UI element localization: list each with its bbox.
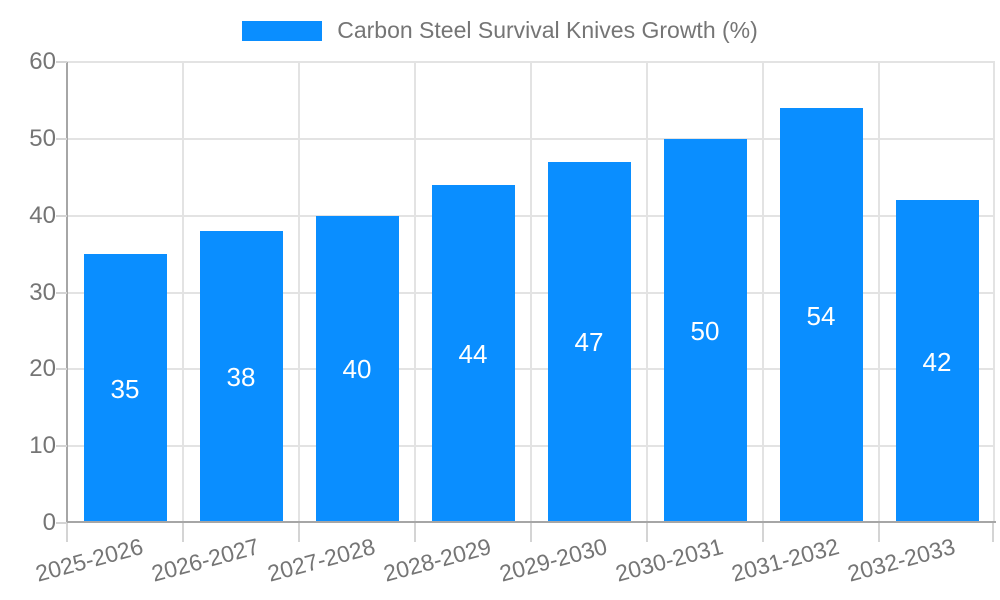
x-tick-label: 2025-2026: [32, 533, 146, 587]
x-tick-mark: [992, 523, 994, 542]
x-axis-line: [66, 521, 996, 523]
y-tick-label: 30: [29, 278, 56, 306]
bar[interactable]: 40: [315, 215, 399, 523]
legend-label: Carbon Steel Survival Knives Growth (%): [337, 17, 758, 43]
v-gridline: [182, 62, 184, 523]
bar[interactable]: 50: [663, 138, 747, 523]
y-tick-label: 50: [29, 124, 56, 152]
x-tick-label: 2032-2033: [844, 533, 958, 587]
x-tick-label: 2029-2030: [496, 533, 610, 587]
bar-value-label: 38: [226, 362, 256, 393]
legend[interactable]: Carbon Steel Survival Knives Growth (%): [0, 17, 1000, 44]
x-tick-mark: [878, 523, 880, 542]
y-tick-mark: [56, 368, 67, 371]
x-tick-label: 2026-2027: [148, 533, 262, 587]
bar-value-label: 40: [342, 354, 372, 385]
x-tick-label: 2028-2029: [380, 533, 494, 587]
y-tick-label: 60: [29, 48, 56, 75]
bar[interactable]: 47: [547, 161, 631, 523]
bar[interactable]: 38: [199, 231, 283, 523]
x-tick-mark: [646, 523, 648, 542]
plot-area: 35 38 40 44 47 50 54 42: [67, 61, 995, 523]
bar[interactable]: 42: [895, 200, 979, 523]
x-tick-mark: [66, 523, 68, 542]
y-tick-mark: [56, 214, 67, 217]
v-gridline: [762, 62, 764, 523]
bar[interactable]: 44: [431, 184, 515, 523]
x-tick-mark: [762, 523, 764, 542]
bar-value-label: 42: [922, 346, 952, 377]
y-tick-label: 0: [42, 509, 56, 536]
bar-value-label: 54: [806, 300, 836, 331]
legend-swatch: [242, 20, 323, 41]
v-gridline: [993, 62, 995, 523]
y-tick-label: 40: [29, 201, 56, 229]
v-gridline: [414, 62, 416, 523]
y-tick-mark: [56, 291, 67, 294]
bar-value-label: 35: [110, 373, 140, 404]
x-tick-mark: [414, 523, 416, 542]
x-tick-label: 2031-2032: [728, 533, 842, 587]
bar-value-label: 44: [458, 338, 488, 369]
y-tick-mark: [56, 522, 67, 524]
v-gridline: [646, 62, 648, 523]
bar[interactable]: 54: [779, 108, 863, 523]
v-gridline: [878, 62, 880, 523]
y-tick-mark: [56, 445, 67, 448]
x-tick-mark: [298, 523, 300, 542]
bar-value-label: 47: [574, 327, 604, 358]
v-gridline: [298, 62, 300, 523]
v-gridline: [530, 62, 532, 523]
y-tick-label: 10: [29, 432, 56, 460]
y-tick-mark: [56, 61, 67, 63]
x-tick-mark: [530, 523, 532, 542]
x-tick-label: 2030-2031: [612, 533, 726, 587]
y-axis-line: [66, 62, 68, 523]
bar[interactable]: 35: [83, 254, 167, 523]
bar-value-label: 50: [690, 315, 720, 346]
x-tick-mark: [182, 523, 184, 542]
y-tick-mark: [56, 137, 67, 140]
x-tick-label: 2027-2028: [264, 533, 378, 587]
y-tick-label: 20: [29, 355, 56, 383]
